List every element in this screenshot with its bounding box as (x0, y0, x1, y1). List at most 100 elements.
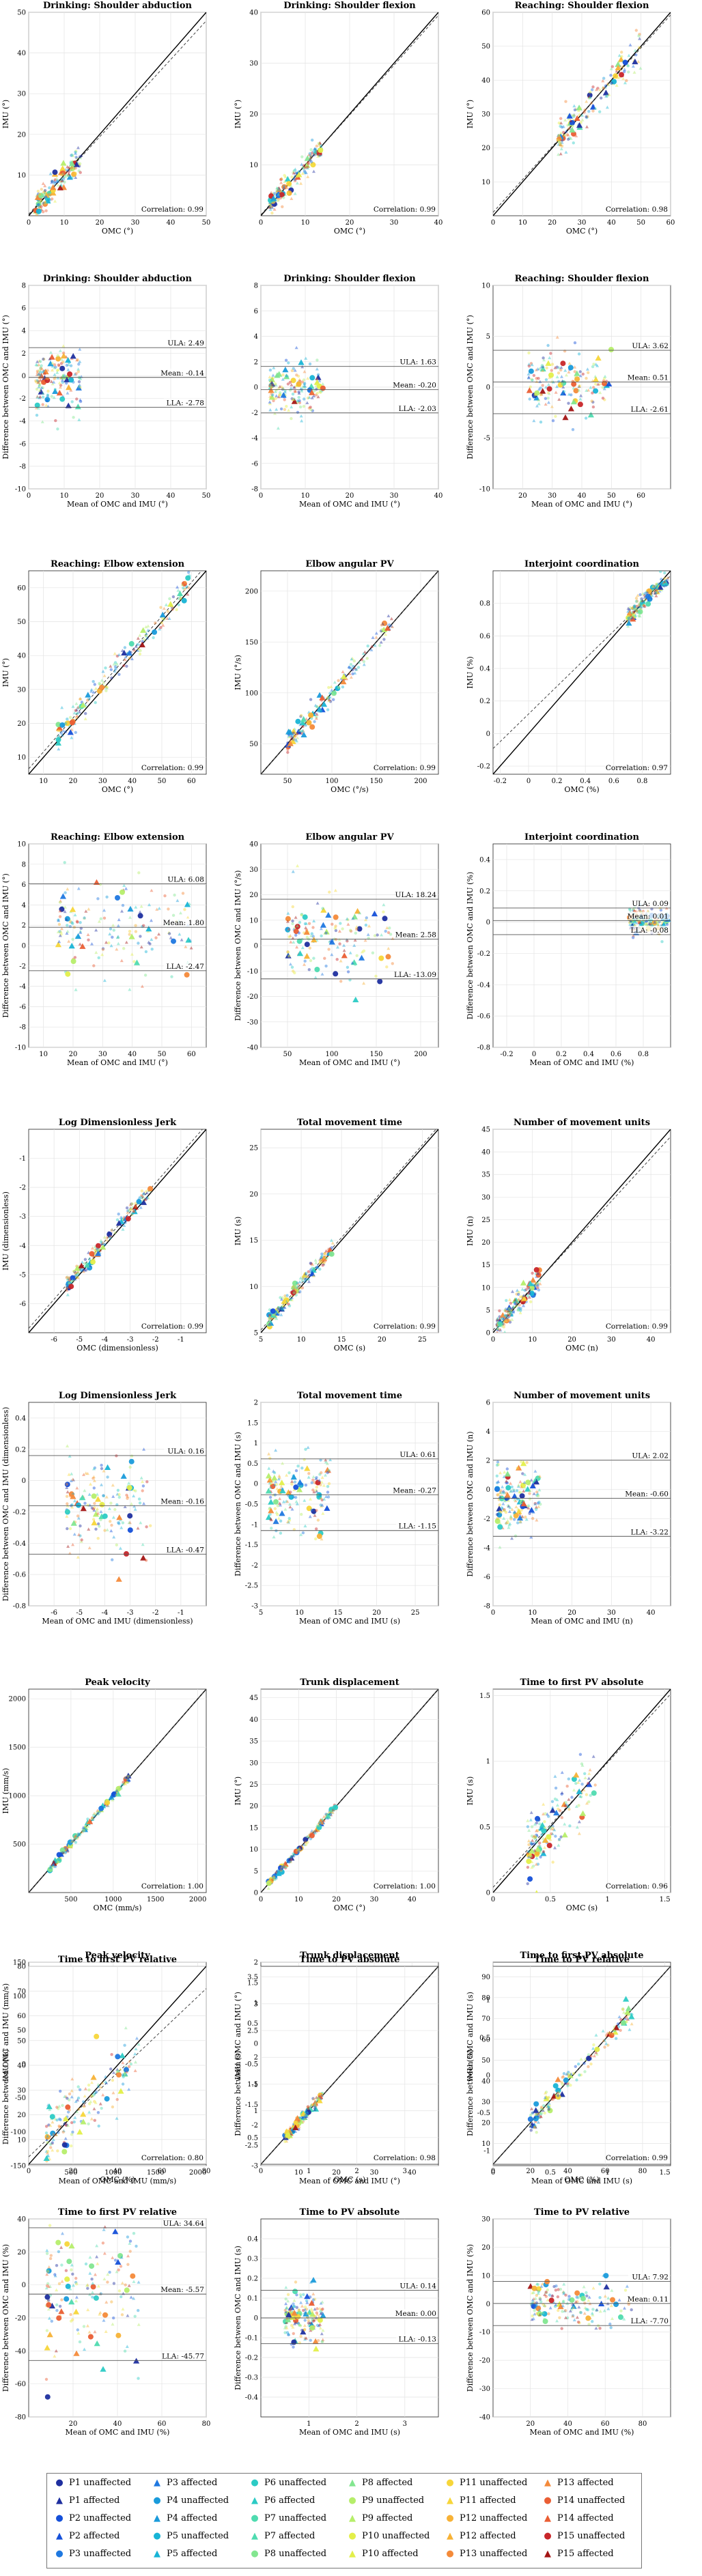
data-point (143, 974, 148, 977)
data-point (496, 1493, 500, 1497)
data-point (329, 1813, 333, 1817)
x-tick-label: 1000 (104, 2169, 122, 2177)
data-points (285, 864, 395, 1002)
data-point (335, 945, 339, 949)
x-tick-label: 30 (548, 492, 557, 500)
data-point (318, 1260, 322, 1264)
data-point (540, 1833, 544, 1837)
data-point (307, 1279, 311, 1284)
data-point (502, 1325, 505, 1329)
data-point (324, 1505, 331, 1511)
data-point (632, 604, 636, 608)
data-point (544, 1812, 547, 1815)
data-points (64, 1444, 152, 1582)
y-tick-label: 0 (22, 943, 26, 950)
y-tick-label: 40 (249, 10, 258, 17)
data-point (509, 1313, 514, 1316)
data-point (570, 1796, 574, 1799)
data-point (632, 612, 635, 615)
data-point (122, 1781, 125, 1784)
data-point (178, 597, 182, 600)
data-point (529, 1855, 533, 1858)
data-point (286, 375, 290, 379)
data-point (99, 1510, 103, 1514)
data-point (57, 939, 61, 944)
data-point (300, 389, 304, 393)
data-point (65, 1284, 69, 1288)
data-point (295, 728, 302, 735)
data-point (527, 1295, 531, 1299)
y-tick-label: 1500 (9, 1744, 26, 1752)
data-point (94, 928, 98, 932)
data-point (272, 1873, 278, 1880)
data-point (78, 383, 82, 387)
data-point (140, 1199, 148, 1205)
data-point (663, 571, 666, 575)
data-point (320, 1822, 324, 1826)
data-point (300, 419, 304, 423)
data-point (65, 1514, 69, 1518)
data-point (333, 691, 337, 694)
data-point (76, 1275, 80, 1279)
data-point (638, 606, 643, 610)
data-point (296, 864, 300, 868)
data-point (524, 1288, 528, 1292)
data-point (341, 927, 344, 931)
data-point (565, 1785, 569, 1788)
data-point (57, 918, 60, 922)
data-point (496, 1327, 500, 1330)
data-point (535, 1815, 540, 1822)
x-axis-label: OMC (°/s) (331, 785, 369, 794)
data-point (382, 910, 385, 914)
y-tick-label: 100 (13, 1993, 26, 2000)
data-point (171, 938, 176, 944)
data-point (290, 369, 294, 373)
data-point (304, 1277, 308, 1281)
data-point (139, 935, 142, 938)
y-tick-label: 15 (249, 1824, 258, 1832)
x-axis-label: OMC (n) (565, 1344, 598, 1353)
correlation-label: Correlation: 0.98 (606, 206, 668, 214)
y-tick-label: -30 (247, 1019, 258, 1026)
data-point (69, 1479, 73, 1482)
data-point (278, 1865, 283, 1871)
data-point (316, 1518, 320, 1522)
data-point (340, 673, 348, 679)
data-point (65, 1495, 69, 1498)
data-point (300, 162, 304, 166)
x-tick-label: 20 (332, 1896, 341, 1903)
data-point (339, 959, 343, 963)
data-point (537, 1288, 541, 1292)
data-point (60, 378, 64, 382)
data-point (55, 371, 59, 374)
data-point (515, 1288, 519, 1292)
x-tick-label: 10 (39, 778, 48, 785)
data-point (561, 1832, 568, 1838)
data-point (534, 1835, 537, 1839)
data-point (496, 1316, 500, 1320)
data-point (271, 1469, 275, 1473)
y-tick-label: 10 (481, 1284, 490, 1292)
data-point (503, 1309, 507, 1312)
data-point (340, 679, 347, 685)
data-point (638, 66, 643, 70)
data-point (78, 162, 82, 165)
label-bg (164, 1545, 205, 1554)
data-point (649, 599, 652, 602)
data-point (327, 1813, 331, 1816)
data-point (641, 603, 645, 606)
data-point (38, 359, 42, 363)
data-point (111, 1558, 114, 1561)
x-tick-label: 60 (187, 778, 196, 785)
x-tick-label: 1500 (147, 1896, 164, 1903)
data-point (74, 152, 78, 155)
y-tick-label: 20 (249, 1191, 258, 1198)
data-point (546, 397, 550, 400)
data-point (578, 397, 582, 401)
data-point (44, 195, 47, 199)
data-point (68, 1278, 71, 1282)
data-point (268, 368, 272, 372)
data-point (130, 657, 134, 660)
data-point (35, 373, 39, 376)
